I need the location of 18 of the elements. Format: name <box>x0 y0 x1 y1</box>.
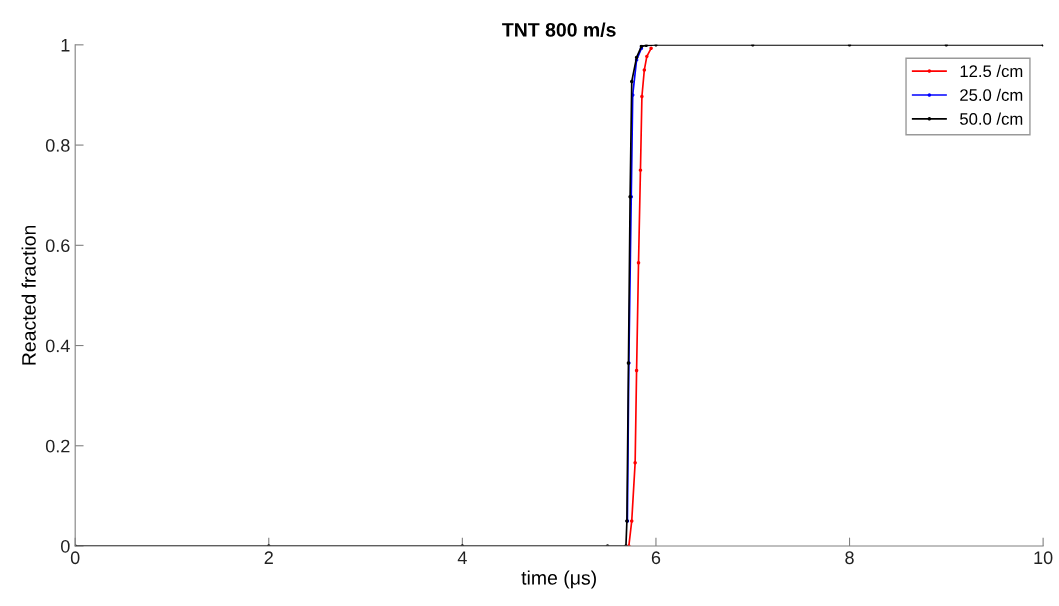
x-tick-label: 2 <box>264 551 273 564</box>
x-tick-label: 0 <box>70 551 80 565</box>
x-tick-label: 6 <box>651 551 661 565</box>
x-tick-label: 10 <box>1034 551 1053 565</box>
y-tick-label: 0 <box>60 539 70 553</box>
chart-title: TNT 800 m/s <box>502 22 616 37</box>
y-tick-label: 0.6 <box>45 239 70 253</box>
x-tick-label: 4 <box>457 551 467 564</box>
y-tick-label: 1 <box>61 38 70 52</box>
x-axis-title: time (μs) <box>521 570 596 589</box>
y-tick-label: 0.4 <box>45 339 70 353</box>
y-tick-label: 0.8 <box>45 139 70 152</box>
y-axis-title: Reacted fraction <box>21 225 36 365</box>
x-tick-label: 8 <box>845 551 854 565</box>
y-tick-label: 0.2 <box>45 439 70 453</box>
legend-label: 25.0 /cm <box>960 88 1023 101</box>
legend-label: 12.5 /cm <box>960 64 1023 78</box>
legend-label: 50.0 /cm <box>960 112 1023 125</box>
